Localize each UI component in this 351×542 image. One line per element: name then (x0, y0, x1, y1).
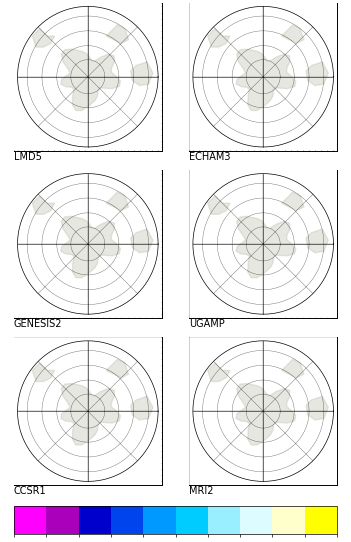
Polygon shape (106, 192, 128, 211)
Polygon shape (131, 229, 153, 253)
Polygon shape (32, 196, 54, 214)
Polygon shape (208, 363, 230, 382)
PathPatch shape (189, 170, 337, 318)
Polygon shape (306, 229, 328, 253)
PathPatch shape (189, 337, 337, 485)
Polygon shape (282, 192, 304, 211)
PathPatch shape (14, 337, 162, 485)
Polygon shape (106, 25, 128, 43)
Polygon shape (208, 29, 230, 47)
Polygon shape (131, 62, 153, 86)
Polygon shape (306, 62, 328, 86)
Polygon shape (282, 25, 304, 43)
X-axis label: GENESIS2: GENESIS2 (14, 319, 62, 330)
Polygon shape (131, 396, 153, 420)
Polygon shape (236, 216, 296, 278)
Polygon shape (282, 359, 304, 378)
X-axis label: MRI2: MRI2 (189, 487, 214, 496)
PathPatch shape (14, 3, 162, 151)
X-axis label: ECHAM3: ECHAM3 (189, 152, 231, 162)
Polygon shape (236, 49, 296, 111)
Polygon shape (208, 196, 230, 214)
Polygon shape (236, 384, 296, 445)
Polygon shape (106, 359, 128, 378)
X-axis label: UGAMP: UGAMP (189, 319, 225, 330)
Polygon shape (61, 216, 120, 278)
PathPatch shape (189, 3, 337, 151)
X-axis label: LMD5: LMD5 (14, 152, 42, 162)
Polygon shape (61, 49, 120, 111)
PathPatch shape (14, 170, 162, 318)
Polygon shape (61, 384, 120, 445)
X-axis label: CCSR1: CCSR1 (14, 487, 46, 496)
Polygon shape (306, 396, 328, 420)
Polygon shape (32, 29, 54, 47)
Polygon shape (32, 363, 54, 382)
